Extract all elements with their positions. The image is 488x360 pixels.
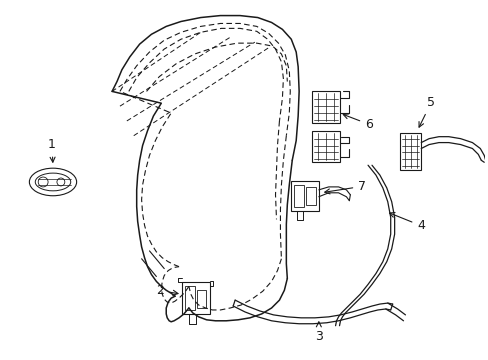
Circle shape (38, 177, 48, 187)
Text: 4: 4 (389, 212, 424, 232)
Text: 3: 3 (314, 322, 322, 342)
Text: 7: 7 (324, 180, 366, 194)
Bar (291, 181, 318, 211)
Bar (184, 286, 194, 310)
Text: 1: 1 (48, 139, 56, 162)
Bar (294, 185, 304, 207)
Text: 2: 2 (156, 284, 178, 297)
Bar (182, 282, 209, 314)
Circle shape (57, 178, 65, 186)
Text: 5: 5 (418, 96, 434, 127)
Bar (305, 187, 315, 204)
Ellipse shape (29, 168, 77, 196)
Bar (311, 131, 339, 162)
Ellipse shape (35, 173, 71, 191)
Bar (311, 91, 339, 123)
Bar (196, 290, 205, 308)
Bar (399, 133, 420, 170)
Text: 6: 6 (343, 114, 372, 131)
